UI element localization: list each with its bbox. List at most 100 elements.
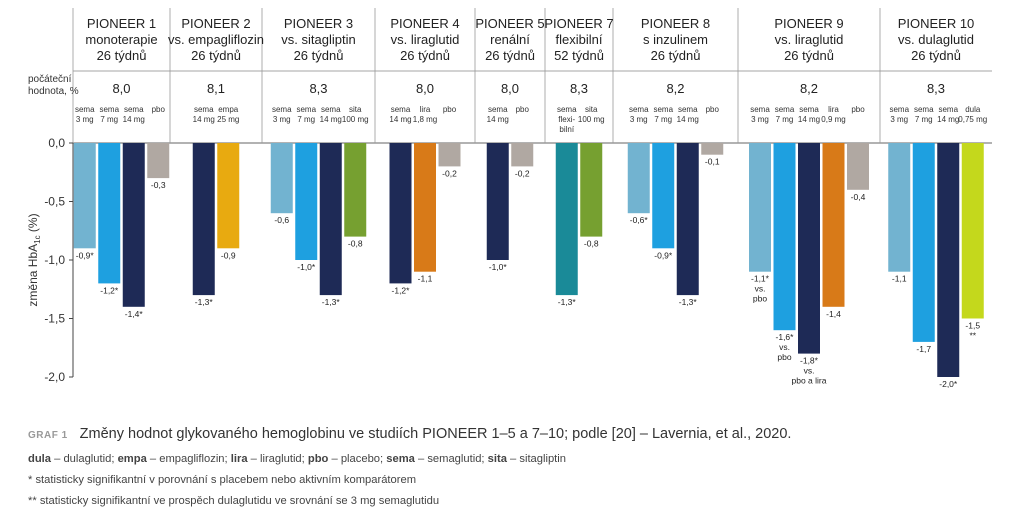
group-subtitle: 26 týdnů	[911, 48, 961, 63]
bar-label: 0,9 mg	[821, 115, 845, 124]
group-title: PIONEER 1	[87, 16, 156, 31]
group-subtitle: vs. liraglutid	[775, 32, 844, 47]
value-label: -1,3*	[679, 297, 698, 307]
bar-label: sema	[938, 105, 958, 114]
bar	[511, 143, 534, 167]
group-subtitle: 26 týdnů	[400, 48, 450, 63]
value-label: -0,9*	[654, 250, 673, 260]
baseline-row-label: počáteční	[28, 74, 72, 85]
bar-label: 25 mg	[217, 115, 239, 124]
bar	[822, 143, 845, 307]
bar-label: pbo	[706, 105, 720, 114]
dulaglutide-note: ** statisticky signifikantní ve prospěch…	[28, 495, 440, 507]
bar-label: lira	[420, 105, 431, 114]
bar-label: 7 mg	[915, 115, 933, 124]
bar	[773, 143, 796, 331]
group-subtitle: s inzulinem	[643, 32, 708, 47]
y-tick-label: -0,5	[44, 195, 65, 209]
bar	[888, 143, 911, 272]
value-label: -1,1	[892, 274, 907, 284]
baseline-value: 8,0	[501, 81, 519, 96]
bar-label: sema	[629, 105, 649, 114]
legend-abbr: sita	[487, 453, 507, 465]
value-label: pbo a lira	[792, 376, 827, 386]
bar-label: sema	[75, 105, 95, 114]
bar-label: 7 mg	[776, 115, 794, 124]
value-label: -1,7	[916, 344, 931, 354]
legend-abbr: pbo	[307, 453, 329, 465]
bar-label: 3 mg	[273, 115, 291, 124]
group-title: PIONEER 7	[544, 16, 613, 31]
value-label: -1,4	[826, 309, 841, 319]
bar-label: sema	[799, 105, 819, 114]
bar	[122, 143, 145, 307]
bar	[652, 143, 675, 249]
bar	[147, 143, 170, 179]
value-label: -0,1	[705, 157, 720, 167]
y-axis-title: změna HbA1c (%)	[26, 213, 42, 306]
bar-label: 14 mg	[937, 115, 959, 124]
abbreviation-legend: dula – dulaglutid; empa – empagliflozin;…	[28, 452, 988, 467]
bar-label: sita	[585, 105, 598, 114]
value-label: -0,2	[515, 168, 530, 178]
group-title: PIONEER 5	[475, 16, 544, 31]
bar-label: sema	[124, 105, 144, 114]
value-label: -1,3*	[195, 297, 214, 307]
bar-label: sema	[488, 105, 508, 114]
y-tick-label: -1,0	[44, 253, 65, 267]
group-title: PIONEER 3	[284, 16, 353, 31]
value-label: -1,1	[418, 274, 433, 284]
value-label: pbo	[777, 352, 791, 362]
value-label: -1,4*	[125, 309, 144, 319]
group-subtitle: 26 týdnů	[294, 48, 344, 63]
bar	[414, 143, 436, 272]
legend-text: – empagliflozin;	[146, 453, 231, 465]
value-label: -1,3*	[558, 297, 577, 307]
bar	[486, 143, 509, 260]
value-label: vs.	[779, 342, 790, 352]
group-subtitle: monoterapie	[85, 32, 157, 47]
bar-label: 14 mg	[798, 115, 820, 124]
caption-title: Změny hodnot glykovaného hemoglobinu ve …	[79, 426, 792, 442]
bar-label: 3 mg	[751, 115, 769, 124]
legend-abbr: empa	[117, 453, 147, 465]
baseline-row-label: hodnota, %	[28, 86, 79, 97]
baseline-value: 8,3	[570, 81, 588, 96]
bar	[295, 143, 318, 260]
bar-label: flexi-	[558, 115, 575, 124]
bar-label: sema	[321, 105, 341, 114]
value-label: **	[969, 331, 976, 341]
bar	[937, 143, 960, 377]
bar	[438, 143, 461, 167]
caption-title-line: GRAF 1 Změny hodnot glykovaného hemoglobi…	[28, 424, 988, 446]
bar	[217, 143, 240, 249]
bar	[389, 143, 412, 284]
group-subtitle: 26 týdnů	[97, 48, 147, 63]
bar-label: 14 mg	[123, 115, 145, 124]
value-label: -1,3*	[322, 297, 341, 307]
bar	[627, 143, 650, 214]
value-label: -0,2	[442, 168, 457, 178]
bar-label: 100 mg	[342, 115, 369, 124]
value-label: -0,8	[348, 239, 363, 249]
bar-label: sema	[653, 105, 673, 114]
bar-label: pbo	[152, 105, 166, 114]
group-title: PIONEER 8	[641, 16, 710, 31]
bar-label: pbo	[851, 105, 865, 114]
group-subtitle: 26 týdnů	[651, 48, 701, 63]
bar	[798, 143, 820, 354]
legend-abbr: sema	[386, 453, 415, 465]
value-label: -1,6*	[776, 332, 795, 342]
bar-label: sita	[349, 105, 362, 114]
bar-label: empa	[218, 105, 239, 114]
bar	[912, 143, 935, 342]
group-subtitle: vs. dulaglutid	[898, 32, 974, 47]
baseline-value: 8,2	[800, 81, 818, 96]
baseline-value: 8,0	[416, 81, 434, 96]
hba1c-bar-chart: 0,0 -0,5 -1,0 -1,5 -2,0 změna HbA1c (%) počáte…	[26, 8, 992, 389]
bar	[676, 143, 699, 296]
bar	[98, 143, 121, 284]
bar-label: 14 mg	[320, 115, 342, 124]
value-label: -1,8*	[800, 356, 819, 366]
bar	[701, 143, 724, 155]
